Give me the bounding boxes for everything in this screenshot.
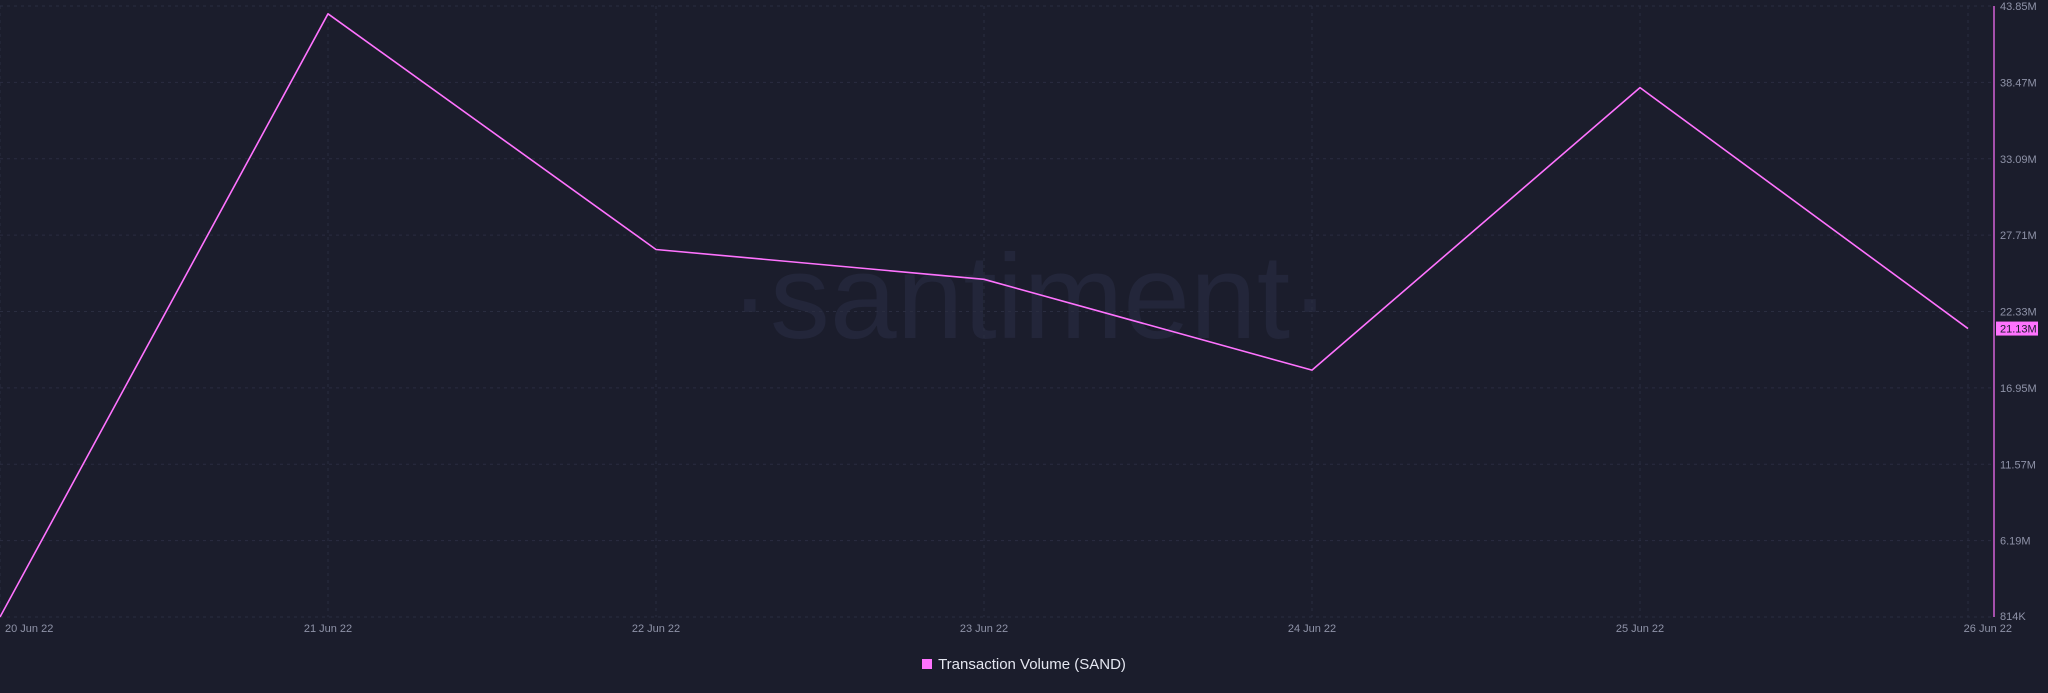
last-value-text: 21.13M bbox=[2000, 324, 2037, 336]
chart-legend[interactable]: Transaction Volume (SAND) bbox=[0, 656, 2048, 673]
y-axis-ticks: 43.85M 38.47M 33.09M 27.71M 22.33M 16.95M 11.5… bbox=[2000, 1, 2037, 623]
y-tick-label: 22.33M bbox=[2000, 307, 2037, 319]
y-tick-label: 27.71M bbox=[2000, 230, 2037, 242]
y-tick-label: 814K bbox=[2000, 611, 2026, 623]
x-tick-label: 24 Jun 22 bbox=[1288, 623, 1336, 635]
y-tick-label: 43.85M bbox=[2000, 1, 2037, 13]
y-tick-label: 16.95M bbox=[2000, 383, 2037, 395]
x-tick-label: 26 Jun 22 bbox=[1964, 623, 2012, 635]
transaction-volume-line[interactable] bbox=[0, 13, 1969, 618]
data-point[interactable] bbox=[1638, 86, 1642, 90]
data-point[interactable] bbox=[654, 247, 658, 251]
x-tick-label: 25 Jun 22 bbox=[1616, 623, 1664, 635]
x-axis-ticks: 20 Jun 22 21 Jun 22 22 Jun 22 23 Jun 22 24 J… bbox=[5, 623, 2012, 635]
x-tick-label: 22 Jun 22 bbox=[632, 623, 680, 635]
grid-lines bbox=[0, 5, 1994, 618]
legend-swatch bbox=[922, 659, 933, 669]
x-tick-label: 23 Jun 22 bbox=[960, 623, 1008, 635]
data-point[interactable] bbox=[1310, 368, 1314, 372]
santiment-watermark: ·santiment· bbox=[730, 230, 1330, 364]
data-point[interactable] bbox=[0, 615, 2, 619]
x-tick-label: 20 Jun 22 bbox=[5, 623, 53, 635]
y-tick-label: 11.57M bbox=[2000, 459, 2036, 471]
y-tick-label: 38.47M bbox=[2000, 77, 2037, 89]
y-tick-label: 6.19M bbox=[2000, 536, 2031, 548]
data-point[interactable] bbox=[326, 12, 330, 16]
x-tick-label: 21 Jun 22 bbox=[304, 623, 352, 635]
data-point[interactable] bbox=[982, 277, 986, 281]
last-value-label: 21.13M bbox=[1996, 321, 2038, 336]
y-tick-label: 33.09M bbox=[2000, 154, 2037, 166]
last-value-badge bbox=[1996, 321, 2038, 336]
data-point[interactable] bbox=[1966, 327, 1970, 331]
legend-label: Transaction Volume (SAND) bbox=[938, 656, 1126, 673]
